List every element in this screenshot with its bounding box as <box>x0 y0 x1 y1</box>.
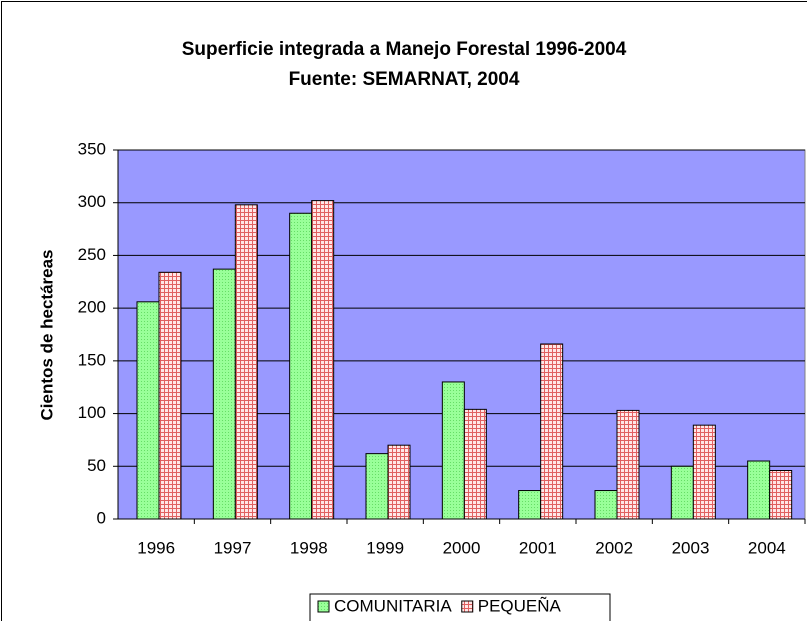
x-tick-label: 2004 <box>748 538 786 557</box>
bar <box>137 302 159 519</box>
x-tick-label: 2002 <box>595 538 633 557</box>
bar <box>290 213 312 519</box>
bar <box>366 454 388 519</box>
y-tick-label: 200 <box>78 298 106 317</box>
bar <box>235 205 257 519</box>
y-tick-label: 350 <box>78 139 106 158</box>
chart-subtitle: Fuente: SEMARNAT, 2004 <box>289 69 520 90</box>
y-tick-label: 100 <box>78 403 106 422</box>
legend-label: COMUNITARIA <box>334 596 452 615</box>
chart-title: Superficie integrada a Manejo Forestal 1… <box>182 39 627 60</box>
legend-swatch <box>318 601 329 612</box>
bar <box>541 344 563 519</box>
legend-swatch <box>462 601 473 612</box>
y-tick-label: 0 <box>97 508 106 527</box>
bar <box>312 201 334 519</box>
bar <box>442 382 464 519</box>
x-tick-label: 1998 <box>290 538 328 557</box>
x-tick-label: 1997 <box>214 538 252 557</box>
y-tick-label: 250 <box>78 245 106 264</box>
x-tick-label: 2000 <box>443 538 481 557</box>
bar <box>213 269 235 519</box>
legend-label: PEQUEÑA <box>478 596 562 615</box>
x-tick-label: 2003 <box>672 538 710 557</box>
x-tick-label: 1999 <box>366 538 404 557</box>
bar <box>770 471 792 519</box>
bar <box>159 272 181 519</box>
bar <box>388 445 410 519</box>
bar <box>693 425 715 519</box>
y-tick-label: 300 <box>78 192 106 211</box>
y-tick-label: 50 <box>87 456 106 475</box>
x-tick-label: 2001 <box>519 538 557 557</box>
y-axis-label: Cientos de hectáreas <box>37 249 56 420</box>
bar <box>748 461 770 519</box>
bar <box>595 491 617 519</box>
bar <box>617 410 639 519</box>
bar <box>519 491 541 519</box>
y-tick-label: 150 <box>78 350 106 369</box>
bar <box>671 466 693 519</box>
bar <box>464 409 486 519</box>
x-tick-label: 1996 <box>137 538 175 557</box>
